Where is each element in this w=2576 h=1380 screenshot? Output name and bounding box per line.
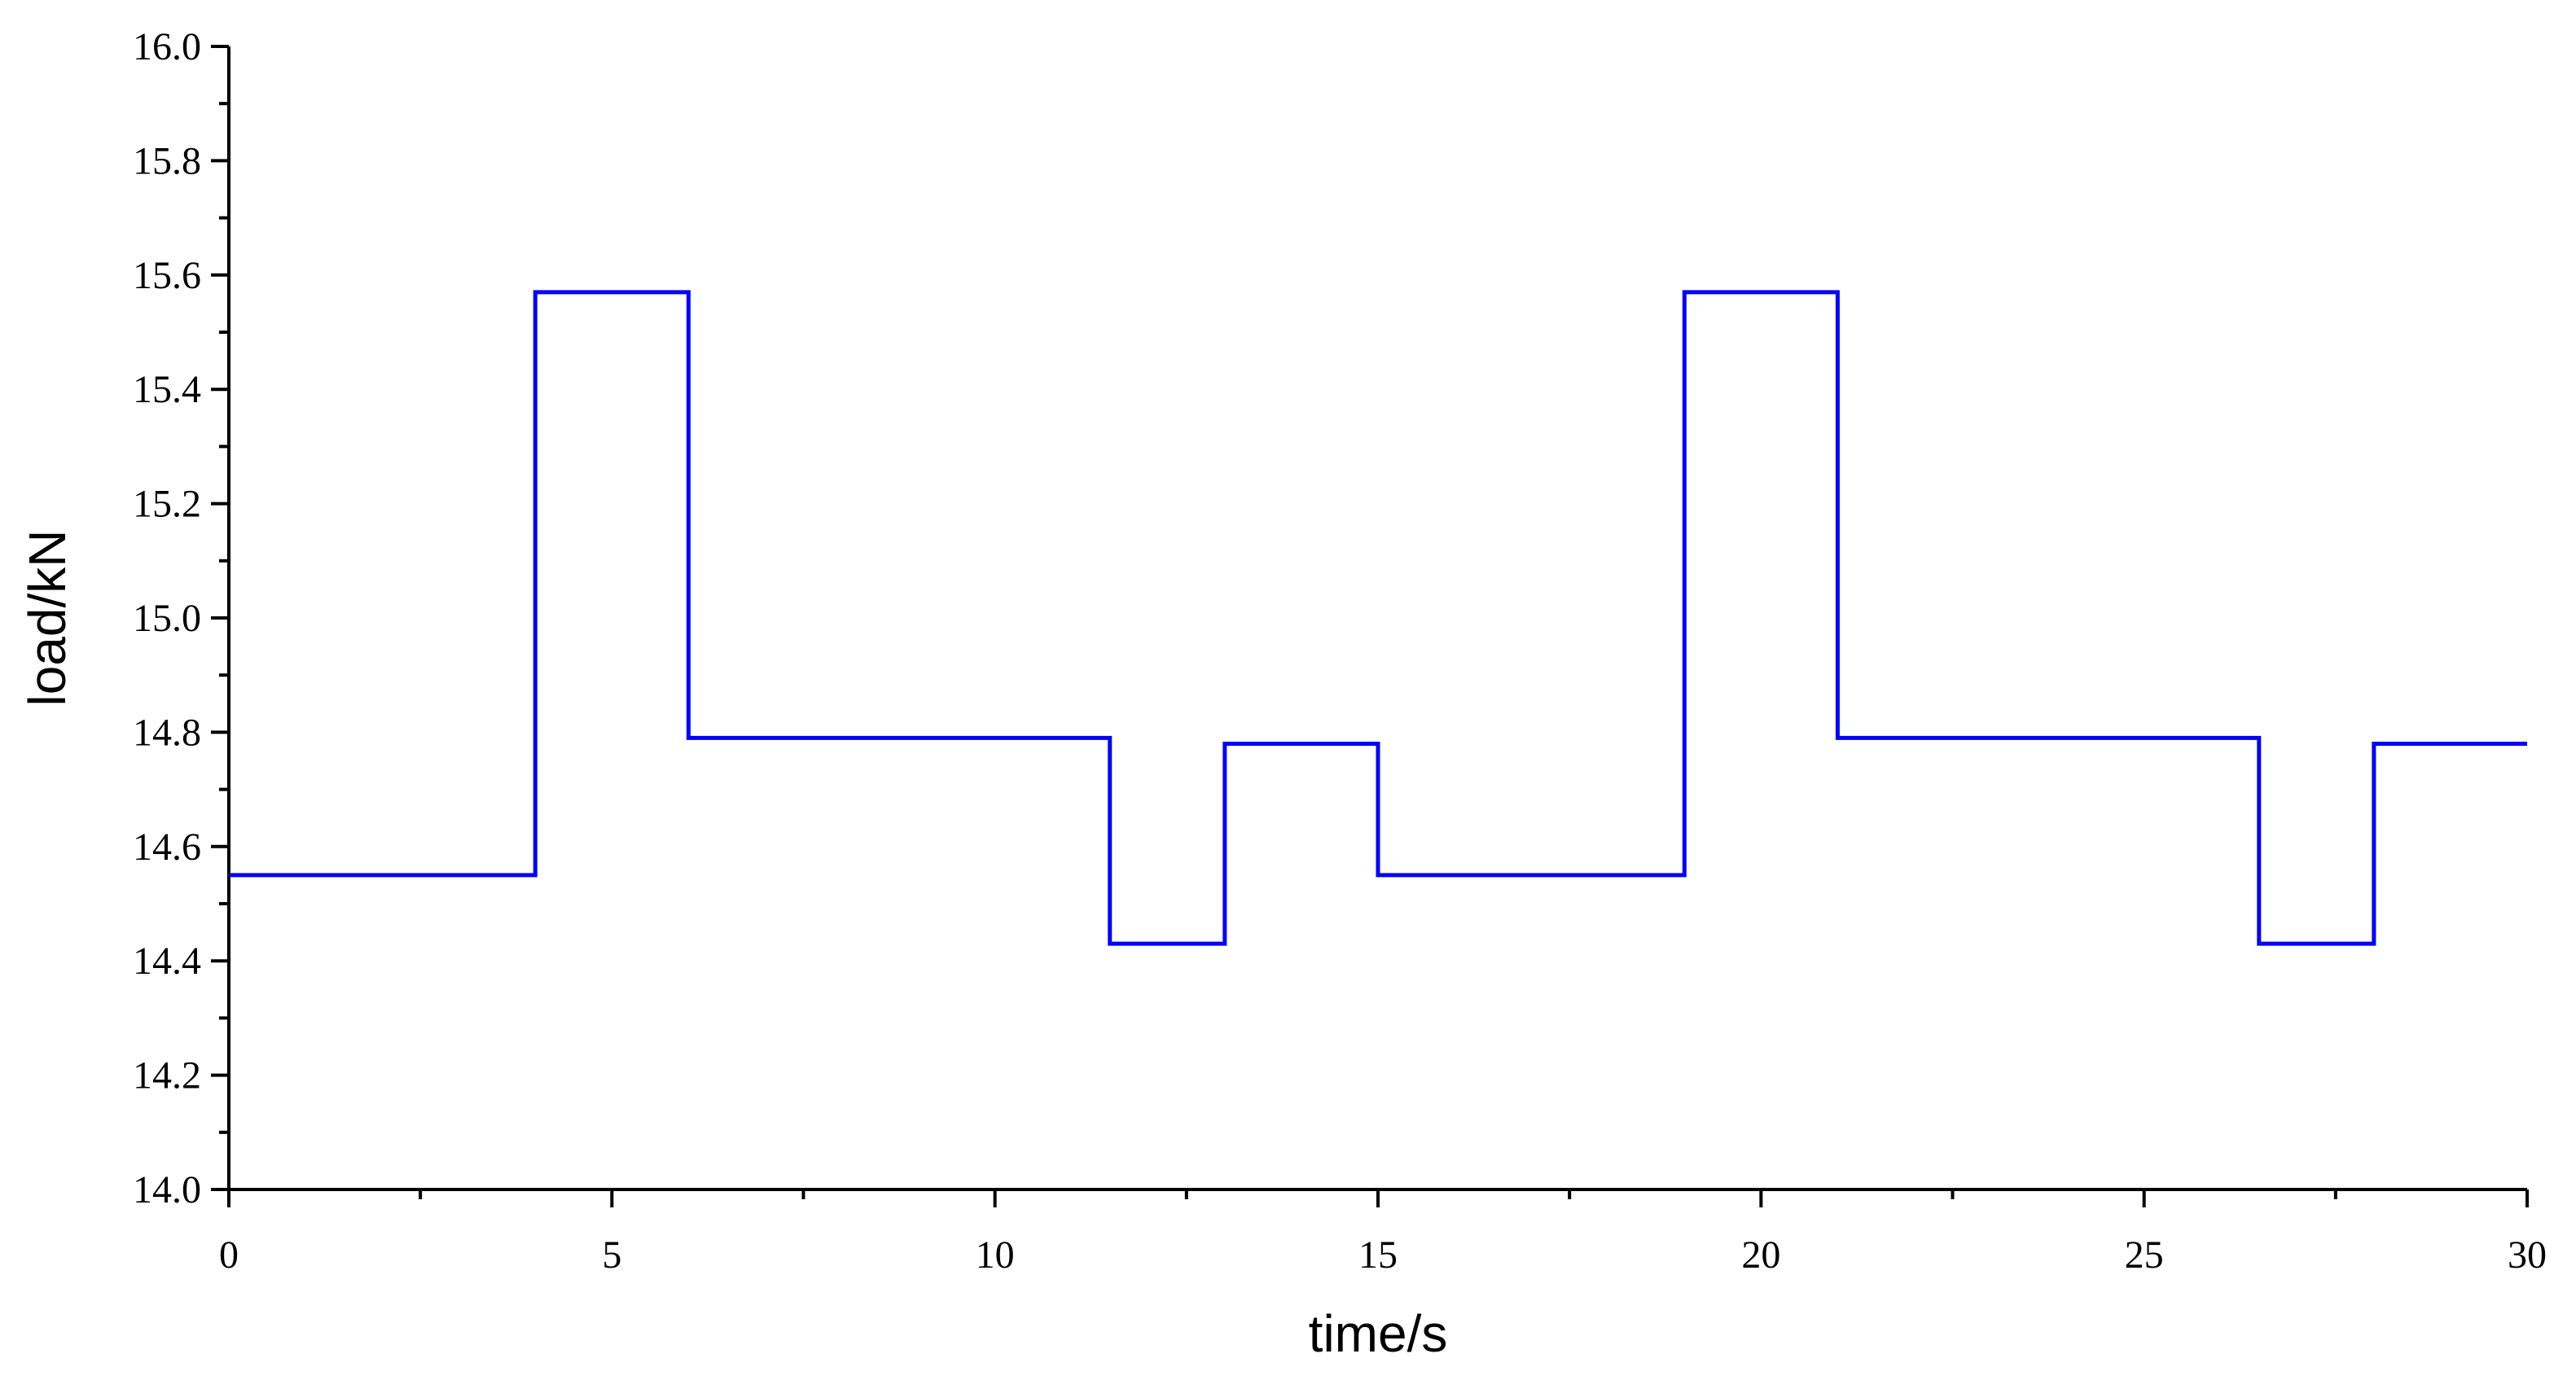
y-tick-label: 15.6 — [133, 254, 201, 297]
x-tick-label: 15 — [1358, 1233, 1398, 1277]
y-tick-label: 15.8 — [133, 139, 201, 182]
x-tick-label: 0 — [219, 1233, 239, 1277]
y-axis-title: load/kN — [18, 530, 77, 707]
y-tick-label: 15.0 — [133, 597, 201, 640]
y-tick-label: 15.2 — [133, 483, 201, 526]
x-tick-label: 25 — [2125, 1233, 2164, 1277]
y-tick-label: 16.0 — [133, 25, 201, 68]
x-tick-label: 5 — [602, 1233, 621, 1277]
y-tick-label: 14.8 — [133, 711, 201, 754]
y-tick-label: 15.4 — [133, 368, 201, 411]
y-tick-label: 14.4 — [133, 940, 201, 983]
y-tick-label: 14.0 — [133, 1168, 201, 1211]
x-tick-label: 30 — [2508, 1233, 2547, 1277]
x-tick-label: 20 — [1741, 1233, 1780, 1277]
y-tick-label: 14.2 — [133, 1054, 201, 1097]
x-axis-title: time/s — [1309, 1304, 1448, 1363]
line-series — [229, 290, 2527, 946]
x-tick-label: 10 — [976, 1233, 1015, 1277]
y-tick-label: 14.6 — [133, 826, 201, 869]
